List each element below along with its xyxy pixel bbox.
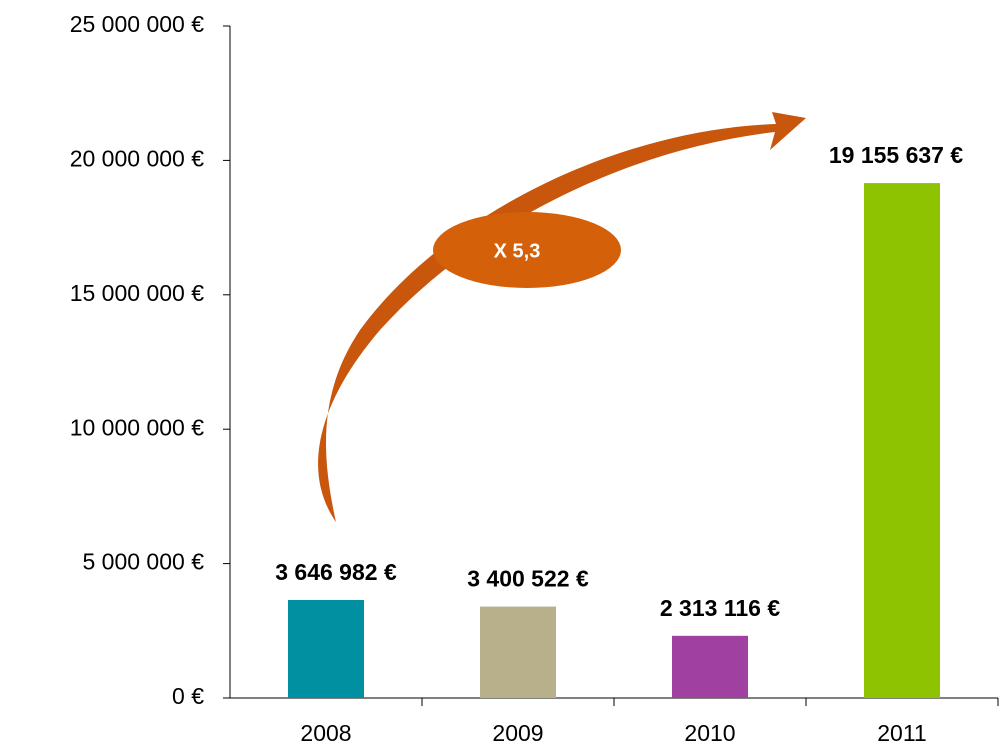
annotation-bubble (433, 212, 621, 288)
bar (864, 183, 940, 698)
bar (480, 606, 556, 698)
y-tick-label: 0 € (172, 683, 204, 709)
value-label: 2 313 116 € (660, 595, 780, 621)
x-tick-label: 2009 (492, 720, 543, 746)
growth-arrow (318, 112, 806, 522)
x-tick-label: 2011 (877, 720, 926, 746)
x-tick-label: 2008 (300, 720, 351, 746)
y-tick-label: 20 000 000 € (70, 145, 205, 171)
value-label: 19 155 637 € (829, 142, 964, 168)
value-label: 3 646 982 € (275, 559, 397, 585)
y-tick-label: 15 000 000 € (70, 280, 205, 306)
bar (288, 599, 364, 698)
y-tick-label: 5 000 000 € (82, 549, 204, 575)
y-tick-label: 25 000 000 € (70, 11, 205, 37)
y-tick-label: 10 000 000 € (70, 414, 205, 440)
value-label: 3 400 522 € (467, 566, 589, 592)
bar (672, 635, 748, 698)
x-tick-label: 2010 (684, 720, 735, 746)
annotation: X 5,3 (494, 240, 541, 262)
